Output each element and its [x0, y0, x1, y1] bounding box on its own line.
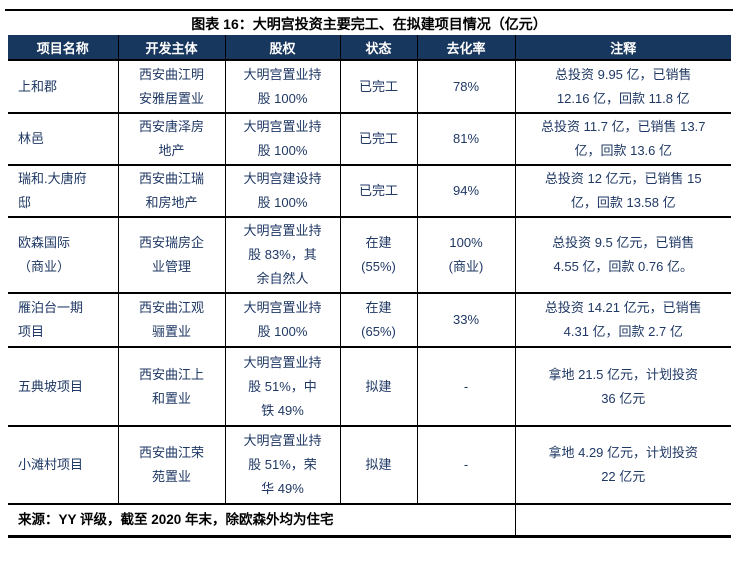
table-row: 瑞和.大唐府 邸 西安曲江瑞 和房地产 大明宫建设持 股 100% 已完工 94… — [8, 165, 731, 218]
table-body: 上和郡 西安曲江明 安雅居置业 大明宫置业持 股 100% 已完工 78% 总投… — [8, 60, 731, 538]
cell-sellthrough: 100% (商业) — [416, 217, 515, 294]
chart-title: 图表 16：大明宫投资主要完工、在拟建项目情况（亿元） — [191, 16, 547, 32]
table-header: 项目名称 开发主体 股权 状态 去化率 注释 — [8, 35, 731, 61]
cell-status: 在建 (55%) — [339, 217, 417, 294]
cell-developer: 西安瑞房企 业管理 — [117, 217, 225, 294]
cell-status: 已完工 — [339, 60, 417, 114]
cell-developer: 西安曲江瑞 和房地产 — [117, 165, 225, 218]
cell-project-name: 小滩村项目 — [8, 426, 118, 505]
cell-equity: 大明宫置业持 股 51%，中 铁 49% — [224, 347, 340, 427]
header-row: 项目名称 开发主体 股权 状态 去化率 注释 — [8, 35, 731, 61]
top-divider — [5, 9, 733, 11]
cell-status: 在建 (65%) — [339, 293, 417, 348]
cell-project-name: 雁泊台一期 项目 — [8, 293, 118, 348]
cell-developer: 西安曲江观 骊置业 — [117, 293, 225, 348]
table-row: 欧森国际 （商业） 西安瑞房企 业管理 大明宫置业持 股 83%，其 余自然人 … — [8, 217, 731, 294]
cell-equity: 大明宫置业持 股 100% — [224, 293, 340, 348]
cell-note: 总投资 9.95 亿，已销售 12.16 亿，回款 11.8 亿 — [514, 60, 731, 114]
cell-note: 拿地 4.29 亿元，计划投资 22 亿元 — [514, 426, 731, 505]
cell-project-name: 林邑 — [8, 113, 118, 166]
table-row: 雁泊台一期 项目 西安曲江观 骊置业 大明宫置业持 股 100% 在建 (65%… — [8, 293, 731, 348]
col-header-sellthrough: 去化率 — [416, 35, 515, 61]
cell-note: 总投资 14.21 亿元，已销售 4.31 亿，回款 2.7 亿 — [514, 293, 731, 348]
cell-developer: 西安唐泽房 地产 — [117, 113, 225, 166]
cell-equity: 大明宫置业持 股 51%，荣 华 49% — [224, 426, 340, 505]
cell-project-name: 五典坡项目 — [8, 347, 118, 427]
source-row: 来源：YY 评级，截至 2020 年末，除欧森外均为住宅 — [8, 504, 731, 538]
table-row: 林邑 西安唐泽房 地产 大明宫置业持 股 100% 已完工 81% 总投资 11… — [8, 113, 731, 166]
cell-sellthrough: 78% — [416, 60, 515, 114]
col-header-notes: 注释 — [514, 35, 731, 61]
footer-empty-cell — [514, 504, 731, 538]
col-header-equity: 股权 — [224, 35, 340, 61]
cell-note: 拿地 21.5 亿元，计划投资 36 亿元 — [514, 347, 731, 427]
cell-note: 总投资 11.7 亿，已销售 13.7 亿，回款 13.6 亿 — [514, 113, 731, 166]
cell-sellthrough: 33% — [416, 293, 515, 348]
cell-sellthrough: - — [416, 347, 515, 427]
cell-equity: 大明宫置业持 股 83%，其 余自然人 — [224, 217, 340, 294]
table-row: 小滩村项目 西安曲江荣 苑置业 大明宫置业持 股 51%，荣 华 49% 拟建 … — [8, 426, 731, 505]
cell-equity: 大明宫置业持 股 100% — [224, 60, 340, 114]
cell-equity: 大明宫建设持 股 100% — [224, 165, 340, 218]
cell-sellthrough: 94% — [416, 165, 515, 218]
cell-status: 拟建 — [339, 347, 417, 427]
cell-note: 总投资 9.5 亿元，已销售 4.55 亿，回款 0.76 亿。 — [514, 217, 731, 294]
cell-developer: 西安曲江上 和置业 — [117, 347, 225, 427]
cell-note: 总投资 12 亿元，已销售 15 亿，回款 13.58 亿 — [514, 165, 731, 218]
projects-table: 项目名称 开发主体 股权 状态 去化率 注释 上和郡 西安曲江明 安雅居置业 大… — [8, 35, 731, 538]
cell-developer: 西安曲江荣 苑置业 — [117, 426, 225, 505]
source-note: 来源：YY 评级，截至 2020 年末，除欧森外均为住宅 — [8, 504, 515, 538]
report-page: 图表 16：大明宫投资主要完工、在拟建项目情况（亿元） 项目名称 开发主体 股权… — [0, 9, 738, 561]
cell-sellthrough: - — [416, 426, 515, 505]
cell-status: 已完工 — [339, 113, 417, 166]
cell-project-name: 欧森国际 （商业） — [8, 217, 118, 294]
cell-status: 拟建 — [339, 426, 417, 505]
cell-equity: 大明宫置业持 股 100% — [224, 113, 340, 166]
cell-project-name: 上和郡 — [8, 60, 118, 114]
col-header-project-name: 项目名称 — [8, 35, 118, 61]
col-header-developer: 开发主体 — [117, 35, 225, 61]
cell-developer: 西安曲江明 安雅居置业 — [117, 60, 225, 114]
cell-project-name: 瑞和.大唐府 邸 — [8, 165, 118, 218]
cell-status: 已完工 — [339, 165, 417, 218]
table-row: 上和郡 西安曲江明 安雅居置业 大明宫置业持 股 100% 已完工 78% 总投… — [8, 60, 731, 114]
table-row: 五典坡项目 西安曲江上 和置业 大明宫置业持 股 51%，中 铁 49% 拟建 … — [8, 347, 731, 427]
col-header-status: 状态 — [339, 35, 417, 61]
cell-sellthrough: 81% — [416, 113, 515, 166]
